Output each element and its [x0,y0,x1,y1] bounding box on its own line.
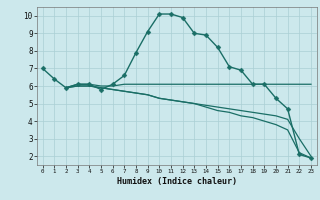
X-axis label: Humidex (Indice chaleur): Humidex (Indice chaleur) [117,177,237,186]
